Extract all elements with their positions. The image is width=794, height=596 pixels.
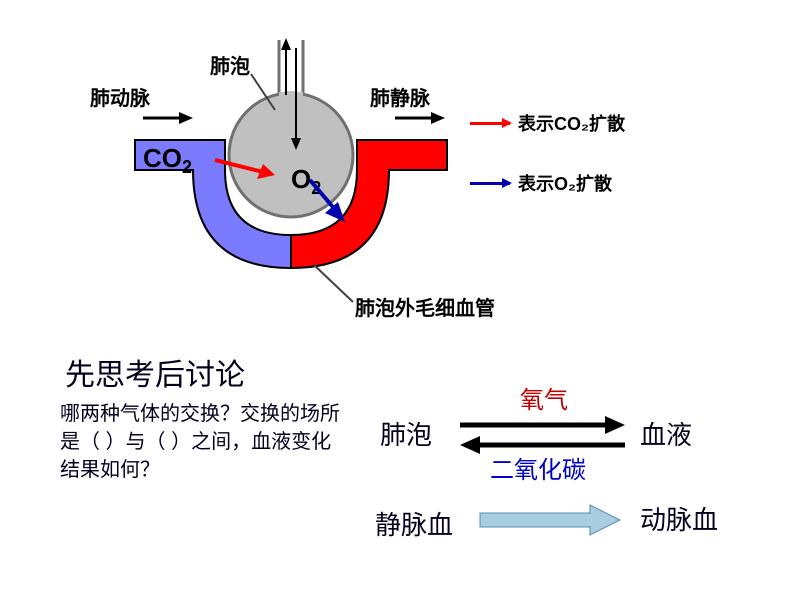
- legend-co2: .legend-item:nth-of-type(1) .legend-arro…: [470, 110, 625, 136]
- discussion-title: 先思考后讨论: [65, 350, 245, 394]
- capillary-label: 肺泡外毛细血管: [355, 292, 495, 321]
- legend-co2-text: 表示CO₂扩散: [518, 110, 625, 136]
- exchange-blood-label: 血液: [640, 415, 692, 452]
- blood-transform-arrow: [475, 500, 625, 540]
- co2-gas-label: 二氧化碳: [490, 450, 586, 485]
- capillary-pointer: [313, 264, 353, 302]
- pulmonary-artery-label: 肺动脉: [90, 82, 150, 111]
- legend-o2-arrow: [470, 182, 510, 185]
- exchange-diagram: 肺泡 氧气 血液 二氧化碳 静脉血 动脉血: [380, 390, 780, 590]
- alveolus-circle: [229, 93, 353, 217]
- gas-exchange-diagram: CO2 O2 肺动脉 肺泡 肺静脉 肺泡外毛细血管 .legend-item:n…: [95, 20, 695, 320]
- discussion-body: 哪两种气体的交换？交换的场所是（ ）与（ ）之间，血液变化结果如何？: [60, 400, 340, 484]
- pulmonary-vein-label: 肺静脉: [370, 82, 430, 111]
- alveolus-label: 肺泡: [210, 50, 250, 79]
- venous-blood-label: 静脉血: [375, 505, 453, 542]
- legend-o2-text: 表示O₂扩散: [518, 170, 612, 196]
- legend-o2: 表示O₂扩散: [470, 170, 612, 196]
- exchange-alveolus-label: 肺泡: [380, 415, 432, 452]
- arterial-blood-label: 动脉血: [640, 500, 718, 537]
- legend-co2-arrow: [470, 122, 510, 125]
